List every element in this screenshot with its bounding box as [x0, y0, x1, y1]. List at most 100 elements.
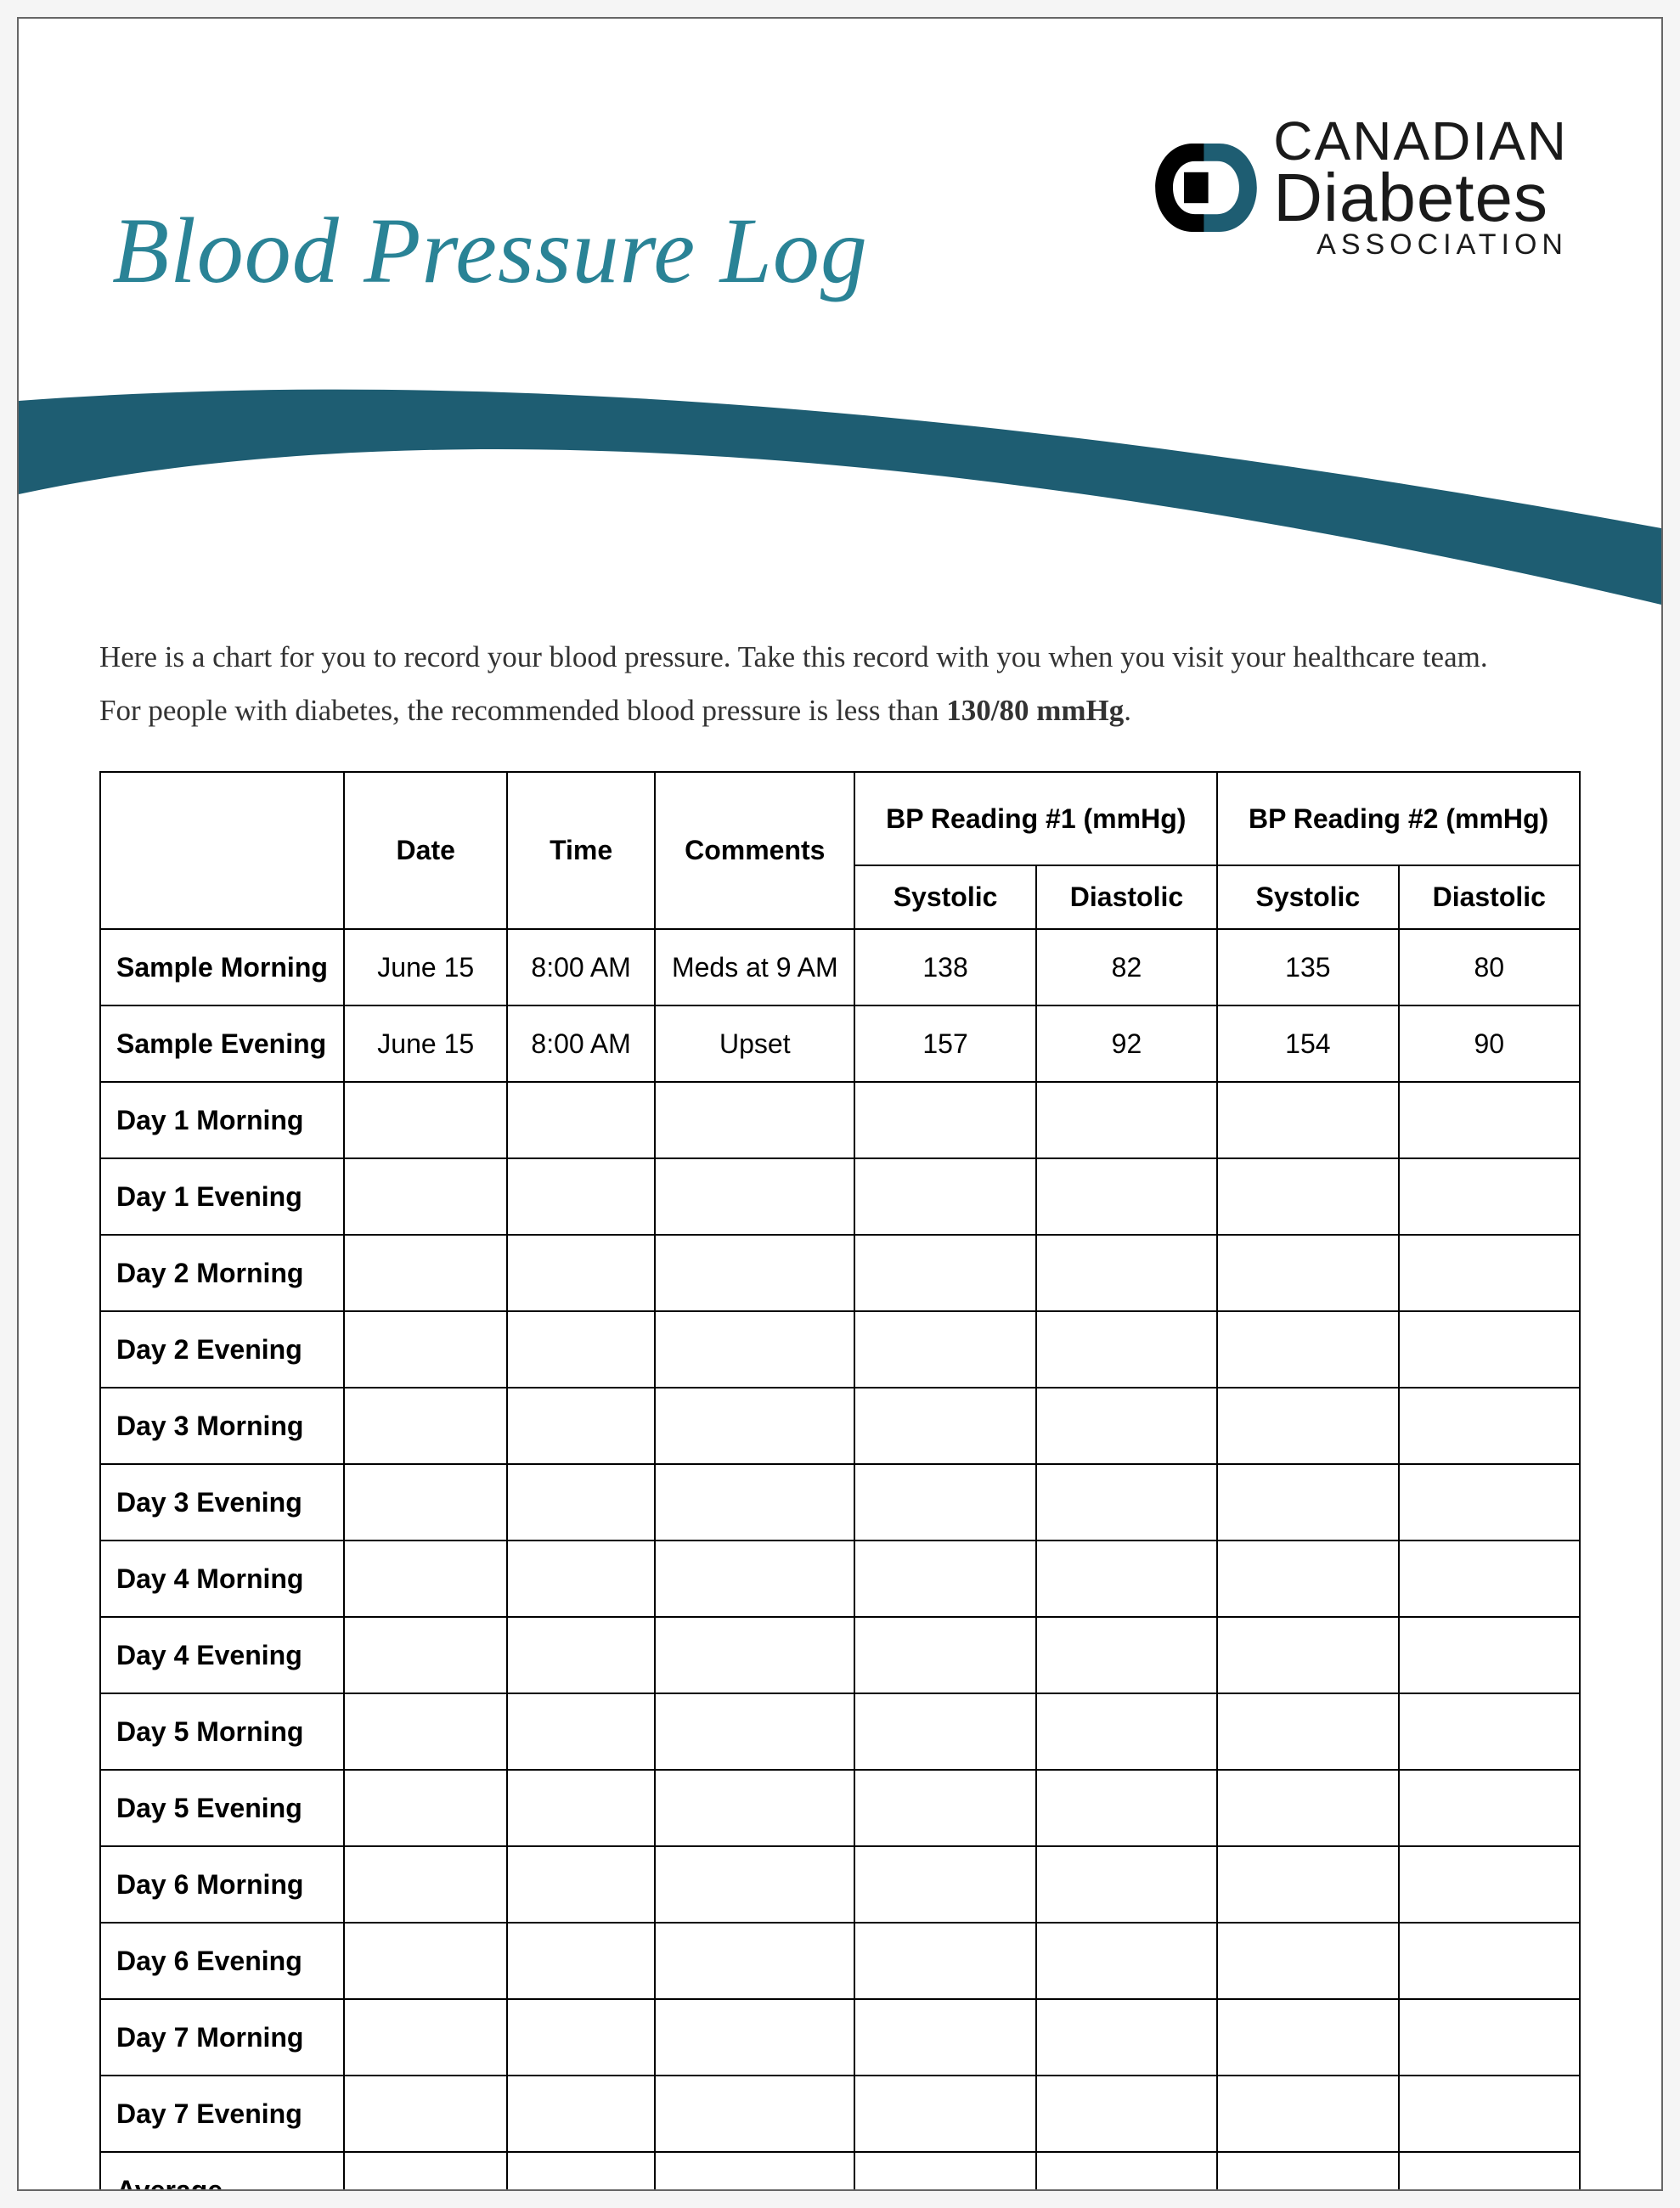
cell-date[interactable]	[344, 2076, 507, 2152]
cell-bp1-diastolic[interactable]	[1036, 1541, 1217, 1617]
cell-bp2-systolic[interactable]	[1217, 1693, 1398, 1770]
cell-bp1-systolic[interactable]	[854, 1464, 1035, 1541]
cell-bp2-diastolic[interactable]	[1399, 1999, 1580, 2076]
cell-bp2-diastolic[interactable]	[1399, 2152, 1580, 2191]
cell-bp2-diastolic[interactable]	[1399, 1693, 1580, 1770]
cell-bp1-systolic[interactable]	[854, 1770, 1035, 1846]
cell-bp1-systolic[interactable]: 138	[854, 929, 1035, 1005]
cell-bp2-diastolic[interactable]	[1399, 1923, 1580, 1999]
cell-bp2-systolic[interactable]	[1217, 1464, 1398, 1541]
cell-time[interactable]: 8:00 AM	[507, 1005, 655, 1082]
cell-bp1-systolic[interactable]	[854, 1693, 1035, 1770]
cell-time[interactable]	[507, 2076, 655, 2152]
cell-bp1-diastolic[interactable]	[1036, 1158, 1217, 1235]
cell-bp1-systolic[interactable]	[854, 1082, 1035, 1158]
cell-bp1-diastolic[interactable]	[1036, 1235, 1217, 1311]
cell-date[interactable]: June 15	[344, 1005, 507, 1082]
cell-bp1-systolic[interactable]	[854, 1235, 1035, 1311]
cell-bp2-systolic[interactable]	[1217, 2152, 1398, 2191]
cell-bp1-diastolic[interactable]	[1036, 1464, 1217, 1541]
cell-date[interactable]	[344, 1311, 507, 1388]
cell-time[interactable]	[507, 1999, 655, 2076]
cell-bp1-diastolic[interactable]	[1036, 1770, 1217, 1846]
cell-bp2-diastolic[interactable]	[1399, 1082, 1580, 1158]
cell-comments[interactable]	[655, 1541, 854, 1617]
cell-bp2-systolic[interactable]	[1217, 2076, 1398, 2152]
cell-bp2-systolic[interactable]	[1217, 1846, 1398, 1923]
cell-time[interactable]	[507, 1846, 655, 1923]
cell-time[interactable]	[507, 1617, 655, 1693]
cell-bp1-systolic[interactable]	[854, 2152, 1035, 2191]
cell-bp2-diastolic[interactable]	[1399, 1541, 1580, 1617]
cell-comments[interactable]	[655, 1923, 854, 1999]
cell-time[interactable]: 8:00 AM	[507, 929, 655, 1005]
cell-bp2-diastolic[interactable]: 90	[1399, 1005, 1580, 1082]
cell-bp2-diastolic[interactable]	[1399, 1617, 1580, 1693]
cell-bp2-systolic[interactable]	[1217, 1311, 1398, 1388]
cell-bp2-diastolic[interactable]	[1399, 1770, 1580, 1846]
cell-date[interactable]	[344, 2152, 507, 2191]
cell-bp1-systolic[interactable]	[854, 1617, 1035, 1693]
cell-date[interactable]	[344, 1464, 507, 1541]
cell-comments[interactable]	[655, 1846, 854, 1923]
cell-bp2-systolic[interactable]	[1217, 1082, 1398, 1158]
cell-bp2-systolic[interactable]	[1217, 1235, 1398, 1311]
cell-comments[interactable]	[655, 1388, 854, 1464]
cell-time[interactable]	[507, 1541, 655, 1617]
cell-bp1-systolic[interactable]	[854, 1923, 1035, 1999]
cell-comments[interactable]	[655, 1235, 854, 1311]
cell-comments[interactable]	[655, 2152, 854, 2191]
cell-bp1-systolic[interactable]	[854, 1999, 1035, 2076]
cell-bp1-systolic[interactable]	[854, 1158, 1035, 1235]
cell-bp2-diastolic[interactable]	[1399, 1464, 1580, 1541]
cell-time[interactable]	[507, 1923, 655, 1999]
cell-bp2-diastolic[interactable]	[1399, 1158, 1580, 1235]
cell-bp1-systolic[interactable]	[854, 2076, 1035, 2152]
cell-comments[interactable]: Upset	[655, 1005, 854, 1082]
cell-bp2-systolic[interactable]	[1217, 1770, 1398, 1846]
cell-bp1-diastolic[interactable]: 82	[1036, 929, 1217, 1005]
cell-bp1-diastolic[interactable]	[1036, 1846, 1217, 1923]
cell-bp2-systolic[interactable]: 135	[1217, 929, 1398, 1005]
cell-comments[interactable]	[655, 1693, 854, 1770]
cell-date[interactable]: June 15	[344, 929, 507, 1005]
cell-comments[interactable]	[655, 1464, 854, 1541]
cell-bp1-systolic[interactable]	[854, 1311, 1035, 1388]
cell-bp1-diastolic[interactable]	[1036, 1923, 1217, 1999]
cell-time[interactable]	[507, 1464, 655, 1541]
cell-bp2-diastolic[interactable]	[1399, 1235, 1580, 1311]
cell-comments[interactable]	[655, 1617, 854, 1693]
cell-comments[interactable]: Meds at 9 AM	[655, 929, 854, 1005]
cell-date[interactable]	[344, 1999, 507, 2076]
cell-time[interactable]	[507, 1235, 655, 1311]
cell-date[interactable]	[344, 1693, 507, 1770]
cell-time[interactable]	[507, 1693, 655, 1770]
cell-date[interactable]	[344, 1923, 507, 1999]
cell-comments[interactable]	[655, 1082, 854, 1158]
cell-bp1-diastolic[interactable]	[1036, 1311, 1217, 1388]
cell-bp1-systolic[interactable]: 157	[854, 1005, 1035, 1082]
cell-date[interactable]	[344, 1235, 507, 1311]
cell-bp2-systolic[interactable]	[1217, 1541, 1398, 1617]
cell-time[interactable]	[507, 1388, 655, 1464]
cell-bp1-diastolic[interactable]	[1036, 1617, 1217, 1693]
cell-bp1-diastolic[interactable]: 92	[1036, 1005, 1217, 1082]
cell-date[interactable]	[344, 1388, 507, 1464]
cell-comments[interactable]	[655, 1770, 854, 1846]
cell-time[interactable]	[507, 2152, 655, 2191]
cell-date[interactable]	[344, 1541, 507, 1617]
cell-bp2-systolic[interactable]	[1217, 1388, 1398, 1464]
cell-date[interactable]	[344, 1082, 507, 1158]
cell-bp2-diastolic[interactable]	[1399, 1388, 1580, 1464]
cell-bp2-diastolic[interactable]	[1399, 2076, 1580, 2152]
cell-bp1-systolic[interactable]	[854, 1846, 1035, 1923]
cell-bp1-diastolic[interactable]	[1036, 2076, 1217, 2152]
cell-bp2-systolic[interactable]	[1217, 1999, 1398, 2076]
cell-bp2-diastolic[interactable]	[1399, 1311, 1580, 1388]
cell-bp2-systolic[interactable]: 154	[1217, 1005, 1398, 1082]
cell-time[interactable]	[507, 1311, 655, 1388]
cell-time[interactable]	[507, 1082, 655, 1158]
cell-bp2-diastolic[interactable]: 80	[1399, 929, 1580, 1005]
cell-bp2-systolic[interactable]	[1217, 1158, 1398, 1235]
cell-bp2-systolic[interactable]	[1217, 1617, 1398, 1693]
